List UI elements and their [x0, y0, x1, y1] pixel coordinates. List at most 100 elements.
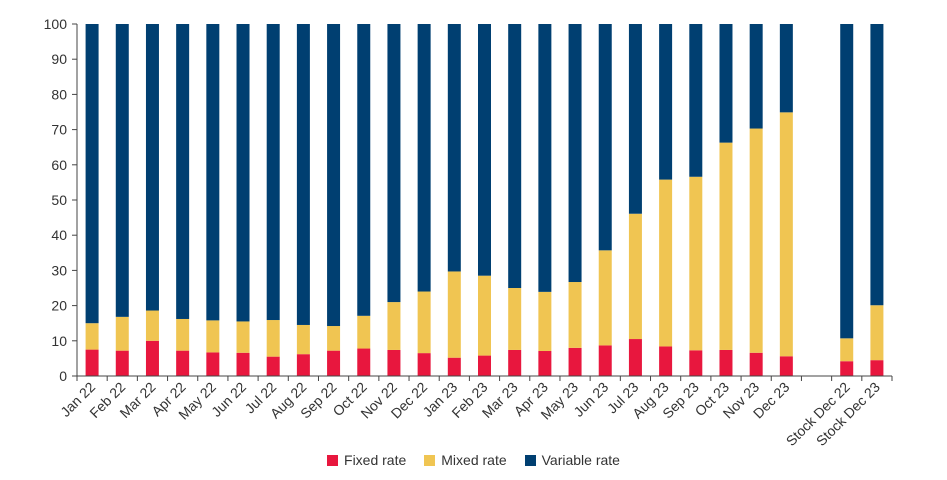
- bar-mixed-rate: [357, 315, 371, 349]
- bar-variable-rate: [598, 24, 612, 251]
- bar-mixed-rate: [85, 323, 99, 350]
- y-tick-label: 90: [51, 51, 67, 67]
- bar-fixed-rate: [568, 347, 582, 376]
- bar-fixed-rate: [870, 360, 884, 376]
- bar-variable-rate: [689, 24, 703, 177]
- legend-item-mixed-rate: Mixed rate: [424, 452, 507, 468]
- bar-mixed-rate: [417, 291, 431, 354]
- legend-swatch-fixed-rate: [327, 454, 339, 466]
- bar-mixed-rate: [628, 213, 642, 340]
- bar-fixed-rate: [719, 349, 733, 376]
- bar-fixed-rate: [779, 356, 793, 376]
- y-tick-label: 60: [51, 157, 67, 173]
- legend-swatch-variable-rate: [524, 454, 536, 466]
- bar-fixed-rate: [206, 352, 220, 376]
- bar-variable-rate: [719, 24, 733, 143]
- bar-variable-rate: [296, 24, 310, 325]
- bar-variable-rate: [176, 24, 190, 319]
- y-tick-label: 100: [44, 16, 68, 32]
- bar-variable-rate: [417, 24, 431, 292]
- x-tick-label: Jun 23: [570, 379, 611, 420]
- bar-mixed-rate: [719, 142, 733, 350]
- bar-fixed-rate: [176, 350, 190, 376]
- bar-fixed-rate: [387, 349, 401, 376]
- bar-mixed-rate: [447, 271, 461, 358]
- legend-item-fixed-rate: Fixed rate: [327, 452, 406, 468]
- bar-variable-rate: [478, 24, 491, 276]
- bar-variable-rate: [85, 24, 99, 324]
- bar-variable-rate: [357, 24, 371, 316]
- bar-fixed-rate: [749, 352, 763, 376]
- bar-mixed-rate: [538, 291, 552, 352]
- bar-mixed-rate: [387, 302, 401, 350]
- bar-mixed-rate: [145, 310, 159, 341]
- bar-mixed-rate: [598, 250, 612, 346]
- legend-swatch-mixed-rate: [424, 454, 436, 466]
- bar-variable-rate: [538, 24, 552, 292]
- bar-mixed-rate: [870, 305, 884, 361]
- legend-label-variable-rate: Variable rate: [541, 452, 620, 468]
- bar-variable-rate: [447, 24, 461, 272]
- bar-mixed-rate: [176, 318, 190, 351]
- y-tick-label: 20: [51, 298, 67, 314]
- bar-fixed-rate: [266, 356, 280, 376]
- y-tick-label: 70: [51, 122, 67, 138]
- bar-variable-rate: [870, 24, 884, 306]
- bar-mixed-rate: [296, 324, 310, 355]
- y-tick-label: 30: [51, 262, 67, 278]
- bar-fixed-rate: [115, 350, 129, 376]
- bar-variable-rate: [628, 24, 642, 214]
- bar-variable-rate: [387, 24, 401, 303]
- bar-fixed-rate: [478, 355, 491, 376]
- bar-mixed-rate: [206, 320, 220, 353]
- bar-fixed-rate: [296, 354, 310, 376]
- y-tick-label: 80: [51, 86, 67, 102]
- bar-fixed-rate: [357, 348, 371, 376]
- bar-fixed-rate: [508, 349, 522, 376]
- bar-mixed-rate: [236, 321, 250, 353]
- bar-mixed-rate: [266, 320, 280, 357]
- bar-mixed-rate: [659, 179, 673, 347]
- legend-label-fixed-rate: Fixed rate: [344, 452, 407, 468]
- bar-variable-rate: [266, 24, 280, 321]
- legend: Fixed rate Mixed rate Variable rate: [0, 450, 947, 470]
- x-tick-label: Jun 22: [208, 379, 249, 420]
- bar-fixed-rate: [628, 339, 642, 376]
- bar-variable-rate: [840, 24, 854, 339]
- bar-variable-rate: [568, 24, 582, 283]
- bar-fixed-rate: [145, 340, 159, 376]
- bar-fixed-rate: [659, 346, 673, 376]
- y-tick-label: 10: [51, 333, 67, 349]
- y-tick-label: 0: [59, 368, 67, 384]
- y-axis: 0 10 20 30 40 50 60 70 80 90 100: [44, 16, 78, 384]
- bar-variable-rate: [779, 24, 793, 113]
- bar-variable-rate: [327, 24, 341, 327]
- y-tick-label: 40: [51, 227, 67, 243]
- bar-variable-rate: [659, 24, 673, 180]
- bar-mixed-rate: [568, 282, 582, 348]
- bar-variable-rate: [236, 24, 250, 322]
- bar-fixed-rate: [689, 350, 703, 376]
- legend-item-variable-rate: Variable rate: [524, 452, 620, 468]
- bar-fixed-rate: [327, 350, 341, 376]
- bar-fixed-rate: [538, 351, 552, 376]
- bar-mixed-rate: [840, 338, 854, 362]
- bar-fixed-rate: [236, 352, 250, 376]
- bar-mixed-rate: [749, 128, 763, 353]
- bar-mixed-rate: [689, 176, 703, 351]
- bar-mixed-rate: [327, 326, 341, 351]
- bar-mixed-rate: [478, 275, 491, 356]
- bar-variable-rate: [749, 24, 763, 129]
- bar-mixed-rate: [508, 288, 522, 350]
- bar-mixed-rate: [779, 112, 793, 357]
- bar-variable-rate: [115, 24, 129, 317]
- bar-fixed-rate: [447, 357, 461, 376]
- bar-fixed-rate: [840, 361, 854, 376]
- legend-label-mixed-rate: Mixed rate: [441, 452, 507, 468]
- bar-variable-rate: [206, 24, 220, 321]
- bar-fixed-rate: [417, 353, 431, 376]
- bar-group: [85, 24, 884, 376]
- bar-fixed-rate: [598, 345, 612, 376]
